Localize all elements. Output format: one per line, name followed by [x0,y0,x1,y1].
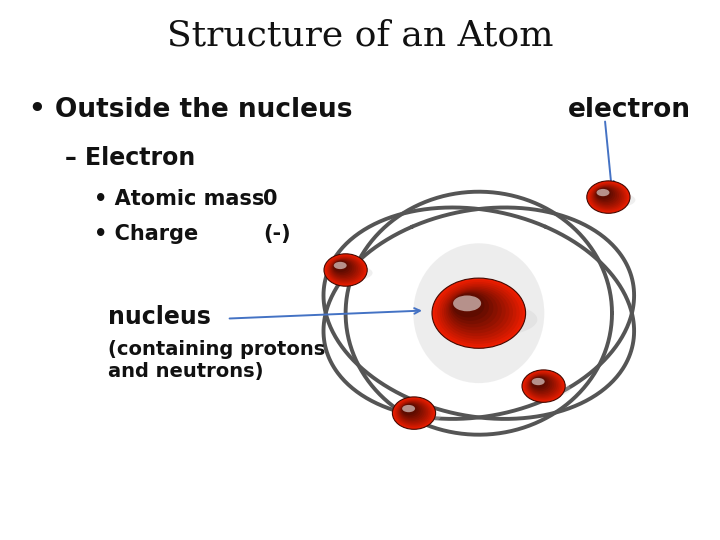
Ellipse shape [392,397,436,429]
Ellipse shape [331,259,356,278]
Ellipse shape [396,400,431,426]
Ellipse shape [440,284,516,341]
Ellipse shape [448,290,502,330]
Ellipse shape [451,293,489,321]
Ellipse shape [400,403,423,420]
Ellipse shape [594,186,619,205]
Ellipse shape [397,400,430,425]
Text: • Atomic mass: • Atomic mass [94,189,264,209]
Ellipse shape [330,258,360,281]
Ellipse shape [394,398,434,428]
Ellipse shape [328,256,363,283]
Ellipse shape [437,282,520,344]
Ellipse shape [596,188,613,201]
Ellipse shape [523,371,564,401]
Text: – Electron: – Electron [65,146,195,170]
Ellipse shape [451,292,493,324]
Text: (containing protons
and neutrons): (containing protons and neutrons) [108,340,325,381]
Ellipse shape [333,261,348,272]
Ellipse shape [434,302,537,337]
Ellipse shape [330,259,358,279]
Ellipse shape [446,288,505,333]
Text: 0: 0 [263,189,277,209]
Ellipse shape [402,405,415,412]
Ellipse shape [589,183,627,211]
Ellipse shape [531,376,550,391]
Ellipse shape [333,261,351,274]
Ellipse shape [590,184,626,210]
Ellipse shape [413,243,544,383]
Ellipse shape [324,254,367,286]
Text: (-): (-) [263,224,290,244]
Ellipse shape [328,257,361,282]
Ellipse shape [596,188,611,199]
Ellipse shape [593,185,623,208]
Ellipse shape [522,370,565,402]
Ellipse shape [523,381,570,397]
Ellipse shape [453,294,485,318]
Ellipse shape [531,377,549,390]
Ellipse shape [593,186,621,206]
Ellipse shape [325,255,366,285]
Ellipse shape [402,404,419,417]
Ellipse shape [402,404,417,415]
Ellipse shape [435,280,523,346]
Ellipse shape [531,377,546,388]
Text: Structure of an Atom: Structure of an Atom [167,19,553,53]
Ellipse shape [528,375,556,395]
Ellipse shape [453,295,481,311]
Ellipse shape [531,378,545,385]
Ellipse shape [444,287,510,336]
Ellipse shape [393,408,441,424]
Ellipse shape [442,286,513,339]
Ellipse shape [400,402,425,421]
Ellipse shape [595,187,615,202]
Ellipse shape [595,187,617,204]
Ellipse shape [528,374,558,397]
Ellipse shape [332,260,354,276]
Ellipse shape [449,291,498,327]
Ellipse shape [432,278,526,348]
Text: electron: electron [568,97,691,123]
Ellipse shape [526,373,559,398]
Ellipse shape [529,375,554,394]
Text: • Charge: • Charge [94,224,198,244]
Ellipse shape [596,189,609,196]
Text: nucleus: nucleus [108,305,211,329]
Ellipse shape [591,184,624,209]
Ellipse shape [395,399,433,427]
Ellipse shape [526,373,561,399]
Ellipse shape [524,372,562,400]
Ellipse shape [530,376,552,393]
Ellipse shape [401,403,420,418]
Ellipse shape [588,192,635,208]
Ellipse shape [587,181,630,213]
Ellipse shape [325,265,373,281]
Text: • Outside the nucleus: • Outside the nucleus [29,97,352,123]
Ellipse shape [326,255,364,284]
Ellipse shape [588,182,629,212]
Ellipse shape [333,262,347,269]
Ellipse shape [399,402,426,422]
Ellipse shape [398,401,428,424]
Ellipse shape [333,260,352,275]
